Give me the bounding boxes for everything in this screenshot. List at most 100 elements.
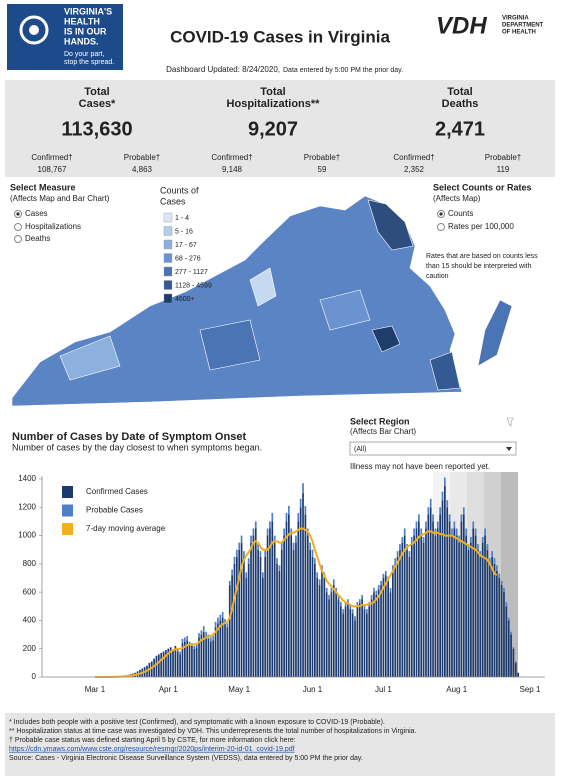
bar [226,627,229,677]
radio-label[interactable]: Deaths [25,234,50,243]
bar [183,637,186,642]
radio[interactable] [14,235,22,243]
bar [217,623,219,677]
radio[interactable] [14,223,22,231]
y-tick-label: 1400 [18,474,36,483]
bar [323,578,326,677]
updated: Dashboard Updated: 8/24/2020, [166,65,280,74]
bar [328,594,330,600]
bar [287,514,290,677]
bar [273,542,276,677]
source: Source: Cases - Virginia Electronic Dise… [9,755,363,762]
bar [498,573,501,578]
legend-swatch [163,266,173,277]
bar [458,542,460,677]
bar [157,654,160,677]
kpi-value: 113,630 [61,118,132,140]
bar [231,575,233,677]
bar [517,672,520,677]
bar [503,592,505,677]
bar [188,641,191,645]
bar [283,535,285,677]
bar [460,521,463,677]
bar [505,606,508,677]
footnote-link[interactable]: https://cdn.ymaws.com/www.cste.org/resou… [9,746,295,753]
bar [337,594,340,600]
bar [415,528,418,677]
radio[interactable] [437,223,445,231]
radio-label[interactable]: Hospitalizations [25,222,81,231]
bar [176,651,179,677]
logo-virus [19,15,49,45]
eastern-shore [477,299,513,367]
bar [418,514,420,522]
bar [356,602,359,607]
bar [276,558,278,564]
virginia-map [11,195,463,407]
kpi-label: Deaths [442,98,479,110]
filter-icon[interactable] [506,417,514,427]
logo-text: VIRGINIA'S [64,6,112,16]
bar [467,544,470,550]
rates-note: Rates that are based on counts less [426,253,538,260]
bar [347,599,349,604]
bar [392,565,394,571]
x-tick-label: Aug 1 [446,685,467,694]
chart-title: Number of Cases by Date of Symptom Onset [12,431,246,443]
bar [245,578,248,677]
kpi-label: Total [84,86,109,98]
region-select[interactable] [349,441,517,456]
map-region [249,267,277,307]
bar [233,556,236,564]
bar [198,637,200,677]
radio-label[interactable]: Cases [25,209,48,218]
bar [389,592,392,677]
bar [155,655,158,677]
x-tick-label: Jul 1 [375,685,392,694]
bar [283,528,285,536]
bar [401,536,404,543]
bar [366,609,368,614]
bar [403,535,406,677]
bar [406,549,408,677]
bar [396,551,399,557]
bar [200,634,203,677]
bar [311,556,314,677]
bar [299,507,302,677]
radio-label[interactable]: Rates per 100,000 [448,222,514,231]
bar [510,634,512,677]
bar [465,535,467,677]
bar [384,575,387,677]
radio-label[interactable]: Counts [448,209,473,218]
footnote: * Includes both people with a positive t… [9,719,385,726]
bar [484,535,486,677]
region-select-value[interactable]: (All) [354,446,366,453]
bar [252,535,255,677]
bar [373,592,375,677]
chart-subtitle: Number of cases by the day closest to wh… [12,442,262,452]
bar [439,507,441,515]
bar [474,535,477,677]
bar [425,521,427,529]
bar [245,572,248,578]
kpi-panel [5,80,555,177]
bar [238,542,241,550]
bar [261,572,264,578]
bar [247,558,250,564]
x-tick-label: Sep 1 [520,685,541,694]
bar [309,549,311,677]
bar [481,536,484,543]
control-title: Select Counts or Rates [433,182,532,192]
bar [512,647,515,649]
y-tick-label: 1200 [18,502,36,511]
kpi-sub-label: Confirmed† [211,153,252,162]
updated-note: Data entered by 5:00 PM the prior day. [283,67,403,74]
bar [233,563,236,677]
bar [496,565,498,571]
kpi-sub-value: 9,148 [222,165,243,174]
bar [503,587,505,593]
bar [382,578,385,677]
legend-label: 1 - 4 [175,215,189,222]
bar [264,556,267,677]
bar [444,486,446,677]
